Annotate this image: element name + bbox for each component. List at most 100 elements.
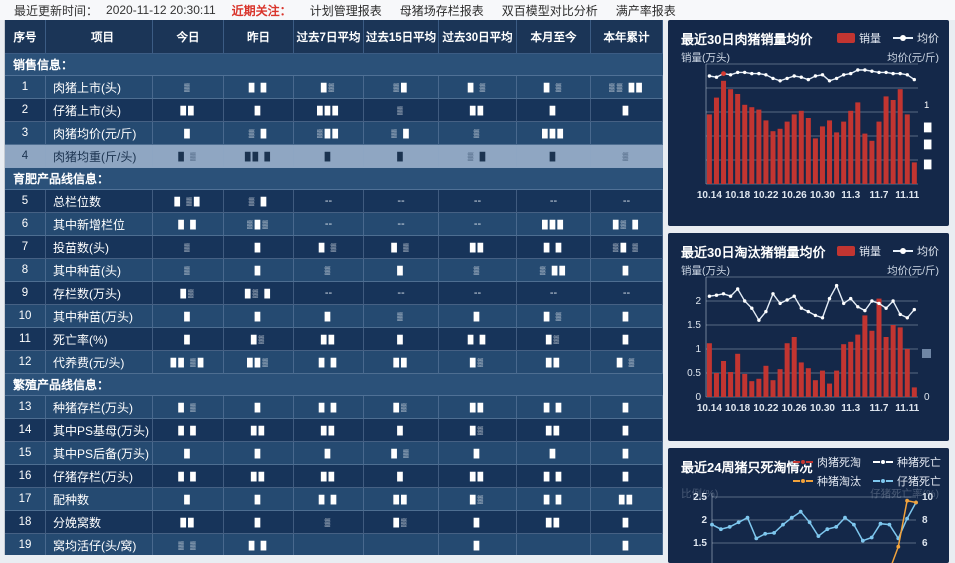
table-row[interactable]: 9 存栏数(万头) █▒ █▒ █ -- -- -- -- -- [5,282,663,305]
row-value-cell: -- [294,213,364,236]
row-value-cell: █ [439,534,517,555]
table-row[interactable]: 12 代养费(元/头) ██ ▒█ ██▒ █ █ ██ █▒ ██ █ ▒ [5,351,663,374]
col-header-month-to-date: 本月至今 [517,20,591,54]
table-row[interactable]: 16 仔猪存栏(万头) █ █ ██ ██ █ ██ █ █ █ [5,465,663,488]
row-value-cell: -- [517,190,591,213]
table-row[interactable]: 13 种猪存栏(万头) █ ▒ █ █ █ █▒ ██ █ █ █ [5,396,663,419]
legend-dot-icon [900,35,906,41]
row-value-cell: ██ [153,511,224,534]
row-value-cell: ██▒ [224,351,294,374]
table-row[interactable]: 11 死亡率(%) █ █▒ ██ █ █ █ █▒ █ [5,328,663,351]
row-index: 1 [5,76,46,99]
row-item-label: 仔猪存栏(万头) [46,465,153,488]
col-header-7day-avg: 过去7日平均 [294,20,364,54]
row-value-cell: -- [294,190,364,213]
row-value-cell: ▒ █ [224,122,294,145]
row-value-cell: ██ [364,351,439,374]
svg-text:1: 1 [695,344,701,355]
row-value-cell: █ █ [294,351,364,374]
row-value-cell: ▒ [364,99,439,122]
legend-item-avg-price[interactable]: 均价 [893,243,939,259]
row-value-cell: ██ [591,488,663,511]
row-value-cell: -- [439,282,517,305]
row-value-cell: ▒█ ▒ [591,236,663,259]
row-value-cell: ▒ [153,259,224,282]
legend-item-0[interactable]: 肉猪死淘 [793,454,861,470]
row-value-cell: ██ [517,511,591,534]
legend-item-2[interactable]: 种猪淘汰 [793,473,861,489]
table-row[interactable]: 5 总栏位数 █ ▒█ ▒ █ -- -- -- -- -- [5,190,663,213]
row-item-label: 肉猪均价(元/斤) [46,122,153,145]
top-status-bar: 最近更新时间： 2020-11-12 20:30:11 近期关注： 计划管理报表 … [0,0,955,20]
nav-tab-model-compare[interactable]: 双百模型对比分析 [501,3,598,18]
row-value-cell: █ [591,534,663,555]
legend-item-sales-volume[interactable]: 销量 [837,30,881,46]
chart-legend: 销量 均价 [837,243,939,259]
row-value-cell: █ █ [153,419,224,442]
table-row[interactable]: 3 肉猪均价(元/斤) █ ▒ █ ▒██ ▒ █ ▒ ███ [5,122,663,145]
table-row[interactable]: 17 配种数 █ █ █ █ ██ █▒ █ █ ██ [5,488,663,511]
legend-item-3[interactable]: 仔猪死亡 [873,473,941,489]
row-value-cell: █ [153,328,224,351]
row-value-cell: █ [439,511,517,534]
svg-text:▇: ▇ [923,139,932,150]
table-row[interactable]: 14 其中PS基母(万头) █ █ ██ ██ █ █▒ ██ █ [5,419,663,442]
svg-text:▇: ▇ [923,122,932,133]
row-index: 5 [5,190,46,213]
table-row[interactable]: 6 其中新增栏位 █ █ ▒█▒ -- -- -- ███ █▒ █ [5,213,663,236]
row-value-cell: █ █ [517,236,591,259]
row-index: 13 [5,396,46,419]
row-value-cell: ██ [439,396,517,419]
row-value-cell: ▒ [294,259,364,282]
svg-text:0.5: 0.5 [687,368,701,379]
legend-item-1[interactable]: 种猪死亡 [873,454,941,470]
svg-text:11.3: 11.3 [841,403,860,414]
row-value-cell: █ █ [224,76,294,99]
row-value-cell: █▒ [364,511,439,534]
row-value-cell: █ [591,442,663,465]
legend-label: 种猪死亡 [897,457,941,469]
legend-item-avg-price[interactable]: 均价 [893,30,939,46]
svg-text:10.18: 10.18 [725,403,750,414]
row-index: 7 [5,236,46,259]
row-value-cell: █ [294,145,364,168]
chart-card-cull-pig-sales-price: 最近30日淘汰猪销量均价 销量 均价 销量(万头) 均价(元/斤) 10.14 10.18 1… [668,233,949,441]
nav-tab-plan-report[interactable]: 计划管理报表 [309,3,382,18]
row-index: 12 [5,351,46,374]
row-value-cell [364,534,439,555]
table-row[interactable]: 18 分娩窝数 ██ █ ▒ █▒ █ ██ █ [5,511,663,534]
row-value-cell: ▒ █ [439,145,517,168]
row-value-cell: █▒ [364,396,439,419]
row-value-cell: ██ [517,419,591,442]
row-value-cell: ▒ [153,236,224,259]
row-value-cell: █▒ [294,76,364,99]
chart-card-weekly-death-cull: 最近24周猪只死淘情况 肉猪死淘 种猪死亡 种猪淘汰 仔猪死亡 比例(%) 仔猪死亡率(%)… [668,448,949,563]
table-row[interactable]: 19 窝均活仔(头/窝) ▒ ▒ █ █ █ █ [5,534,663,555]
row-value-cell: █ [439,442,517,465]
row-index: 10 [5,305,46,328]
recent-focus-label: 近期关注： [231,3,292,18]
chart-title: 最近30日肉猪销量均价 [681,32,813,47]
legend-label: 肉猪死淘 [817,457,861,469]
row-value-cell: ██ ▒█ [153,351,224,374]
table-row[interactable]: 4 肉猪均重(斤/头) █ ▒ ██ █ █ █ ▒ █ █ ▒ [5,145,663,168]
nav-tab-capacity-report[interactable]: 满产率报表 [615,3,676,18]
nav-tab-sow-farm-report[interactable]: 母猪场存栏报表 [399,3,484,18]
table-row[interactable]: 15 其中PS后备(万头) █ █ █ █ ▒ █ █ █ [5,442,663,465]
table-row[interactable]: 8 其中种苗(头) ▒ █ ▒ █ ▒ ▒ ██ █ [5,259,663,282]
legend-label: 销量 [859,33,881,45]
legend-item-sales-volume[interactable]: 销量 [837,243,881,259]
row-value-cell: █ [153,488,224,511]
row-value-cell: ▒██ [294,122,364,145]
row-value-cell: ███ [517,213,591,236]
row-value-cell: █ [153,305,224,328]
legend-bar-swatch [837,246,855,256]
table-row[interactable]: 1 肉猪上市(头) ▒ █ █ █▒ ▒█ █ ▒ █ ▒ ▒▒ ██ [5,76,663,99]
table-row[interactable]: 10 其中种苗(万头) █ █ █ ▒ █ █ ▒ █ [5,305,663,328]
legend-label: 销量 [859,246,881,258]
row-value-cell: █ ▒ [364,236,439,259]
row-value-cell: █ [364,465,439,488]
table-row[interactable]: 7 投苗数(头) ▒ █ █ ▒ █ ▒ ██ █ █ ▒█ ▒ [5,236,663,259]
table-row[interactable]: 2 仔猪上市(头) ██ █ ███ ▒ ██ █ █ [5,99,663,122]
